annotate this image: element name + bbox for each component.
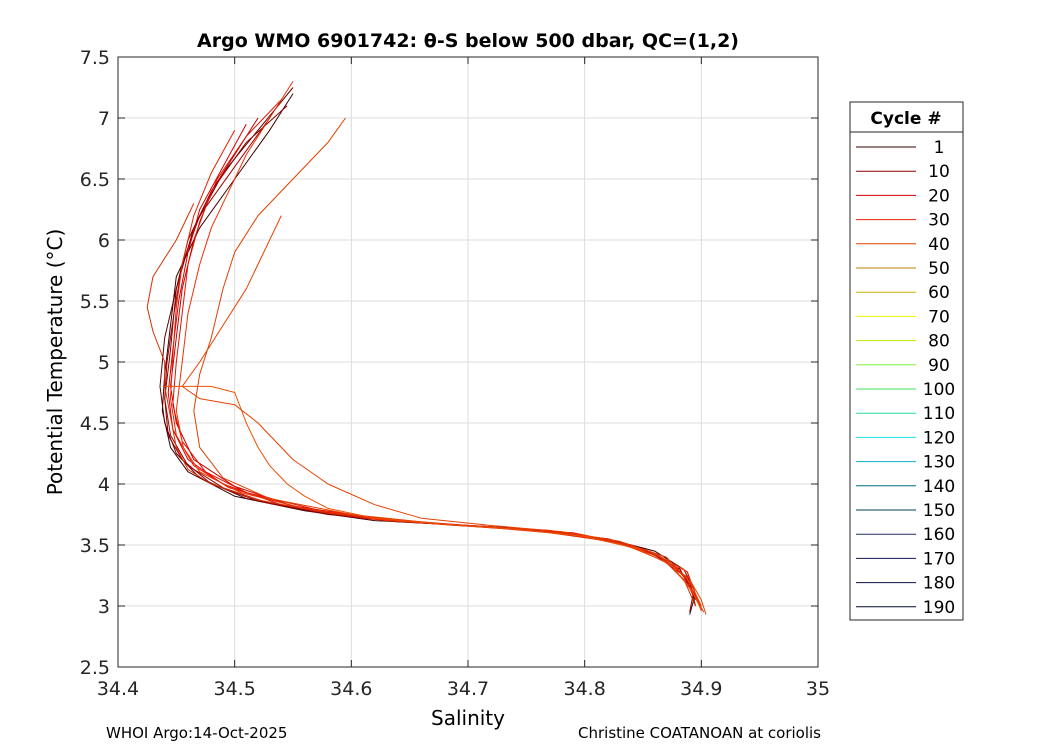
x-tick-label: 34.6 (330, 678, 372, 700)
legend-entries: 1102030405060708090100110120130140150160… (856, 138, 955, 618)
series-line-13 (164, 385, 702, 610)
legend-box (849, 101, 964, 621)
legend-label: 90 (928, 356, 950, 376)
legend-label: 50 (928, 259, 950, 279)
legend-label: 10 (928, 162, 950, 182)
series-line-1 (161, 93, 696, 615)
series-line-11 (146, 203, 696, 607)
chart-title: Argo WMO 6901742: θ-S below 500 dbar, QC… (197, 30, 739, 52)
y-tick-label: 4 (98, 474, 110, 496)
legend-label: 170 (923, 549, 955, 569)
series-line-8 (170, 129, 702, 609)
x-tick-label: 34.7 (447, 678, 489, 700)
x-tick-label: 34.4 (97, 678, 139, 700)
axis-ticks: 34.4 34.5 34.6 34.7 34.8 34.9 35 2.5 3 3.5 4 4.5 5 5.… (80, 47, 830, 700)
series-line-3 (164, 105, 694, 613)
grid-lines (117, 56, 819, 668)
legend-label: 180 (923, 574, 955, 594)
x-tick-label: 34.8 (564, 678, 606, 700)
series-line-6 (167, 123, 700, 604)
y-tick-label: 5.5 (80, 291, 110, 313)
series-line-10 (193, 117, 707, 615)
y-tick-label: 6.5 (80, 169, 110, 191)
y-tick-label: 3.5 (80, 535, 110, 557)
legend-label: 30 (928, 211, 950, 231)
y-tick-label: 7.5 (80, 47, 110, 69)
footer-date: WHOI Argo:14-Oct-2025 (106, 724, 288, 742)
legend-label: 160 (923, 525, 955, 545)
y-axis-label: Potential Temperature (°C) (43, 229, 67, 496)
legend-title: Cycle # (870, 109, 941, 129)
series-line-7 (172, 99, 702, 612)
y-tick-label: 4.5 (80, 413, 110, 435)
series-line-9 (175, 81, 705, 613)
legend: Cycle # 11020304050607080901001101201301… (849, 101, 964, 621)
series-line-4 (164, 117, 696, 601)
legend-label: 150 (923, 501, 955, 521)
y-tick-label: 2.5 (80, 657, 110, 679)
y-tick-label: 7 (98, 108, 110, 130)
legend-label: 20 (928, 186, 950, 206)
series-line-12 (181, 215, 702, 607)
series-line-2 (159, 87, 696, 607)
legend-label: 40 (928, 235, 950, 255)
legend-label: 80 (928, 332, 950, 352)
legend-label: 110 (923, 404, 955, 424)
legend-label: 70 (928, 307, 950, 327)
legend-label: 60 (928, 283, 950, 303)
x-tick-label: 34.5 (214, 678, 256, 700)
series-lines (146, 81, 707, 615)
y-tick-label: 5 (98, 352, 110, 374)
x-tick-label: 35 (806, 678, 830, 700)
y-tick-label: 3 (98, 596, 110, 618)
legend-label: 190 (923, 598, 955, 618)
legend-label: 140 (923, 477, 955, 497)
y-tick-label: 6 (98, 230, 110, 252)
x-tick-label: 34.9 (680, 678, 722, 700)
x-axis-label: Salinity (431, 706, 505, 730)
legend-label: 120 (923, 428, 955, 448)
legend-label: 1 (934, 138, 945, 158)
legend-label: 100 (923, 380, 955, 400)
legend-label: 130 (923, 453, 955, 473)
footer-author: Christine COATANOAN at coriolis (578, 724, 821, 742)
